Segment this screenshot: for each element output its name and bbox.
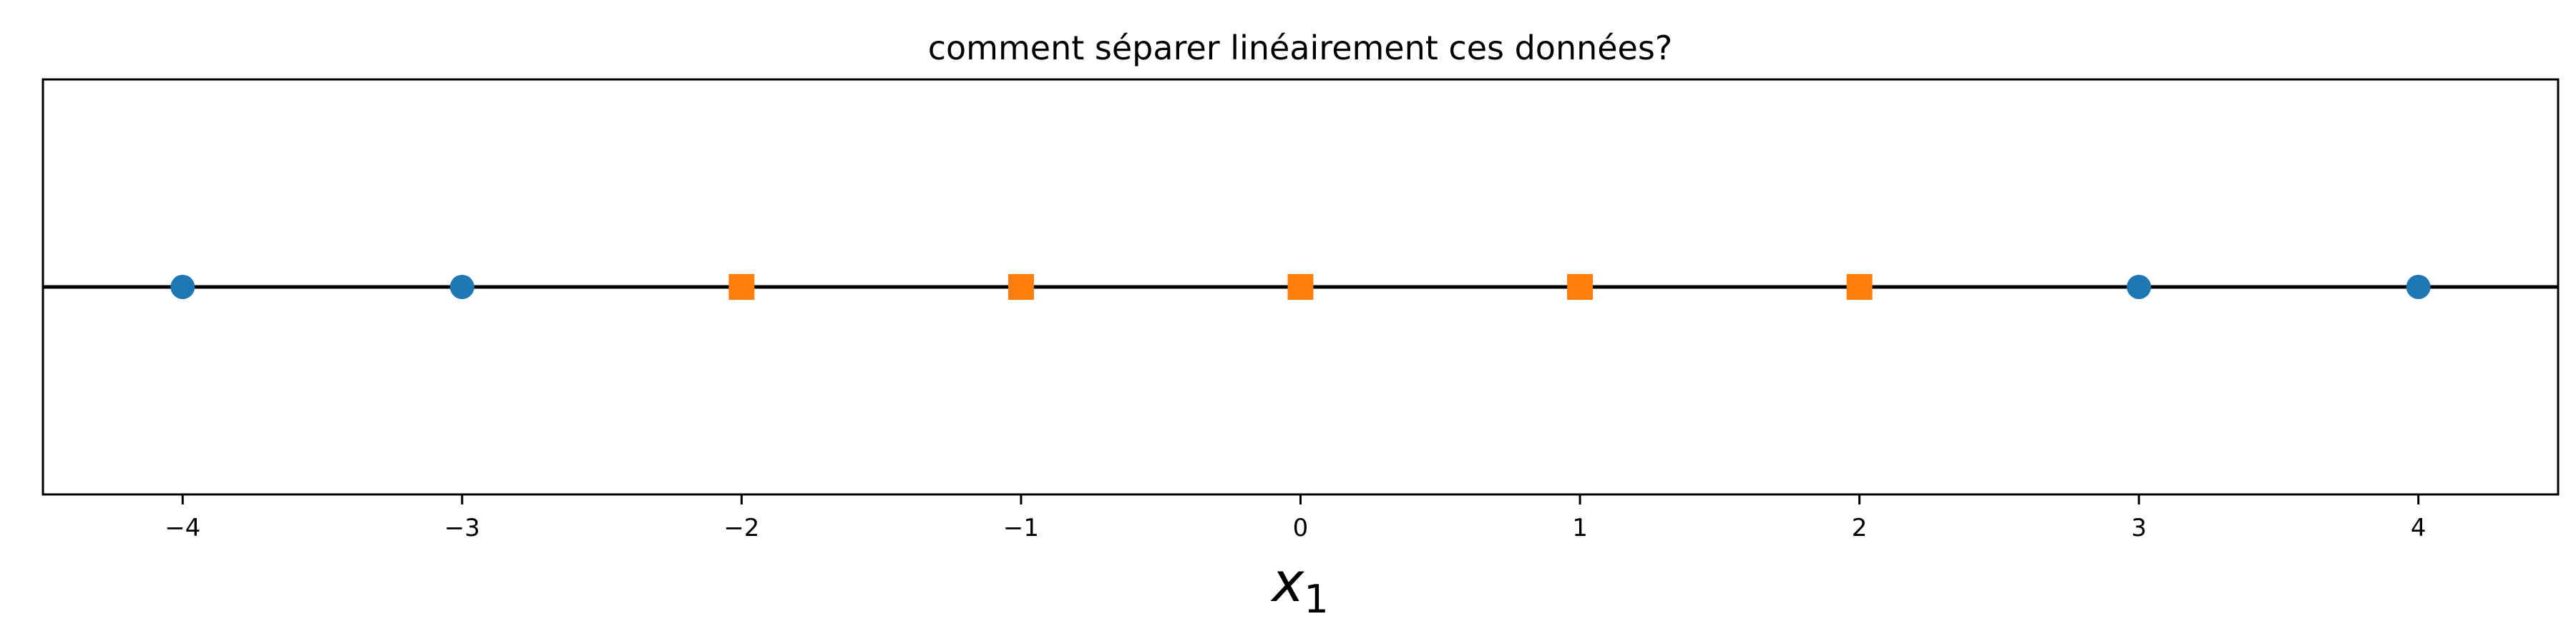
circle-point (2127, 275, 2152, 299)
circle-point (449, 275, 474, 299)
square-point (728, 274, 755, 300)
x-tick-label: 2 (1852, 514, 1868, 542)
x-axis-label-base: x (1270, 550, 1304, 614)
circle-point (2406, 275, 2431, 299)
x-tick-label: 4 (2411, 514, 2426, 542)
plot-area (43, 274, 2558, 300)
circle-point (170, 275, 195, 299)
x-tick-label: −3 (444, 514, 480, 542)
chart-title: comment séparer linéairement ces données… (928, 29, 1672, 67)
x-tick-label: −2 (723, 514, 759, 542)
square-point (1008, 274, 1034, 300)
square-point (1567, 274, 1594, 300)
x-axis: −4 −3 −2 −1 0 1 2 3 4 (165, 494, 2426, 542)
x-axis-label: x1 (1270, 550, 1328, 622)
x-tick-label: −4 (165, 514, 200, 542)
x-tick-label: 3 (2131, 514, 2147, 542)
x-tick-label: 0 (1293, 514, 1309, 542)
x-tick-label: −1 (1003, 514, 1039, 542)
square-point (1287, 274, 1314, 300)
square-point (1846, 274, 1873, 300)
x-tick-label: 1 (1572, 514, 1588, 542)
x-axis-label-subscript: 1 (1304, 577, 1328, 622)
